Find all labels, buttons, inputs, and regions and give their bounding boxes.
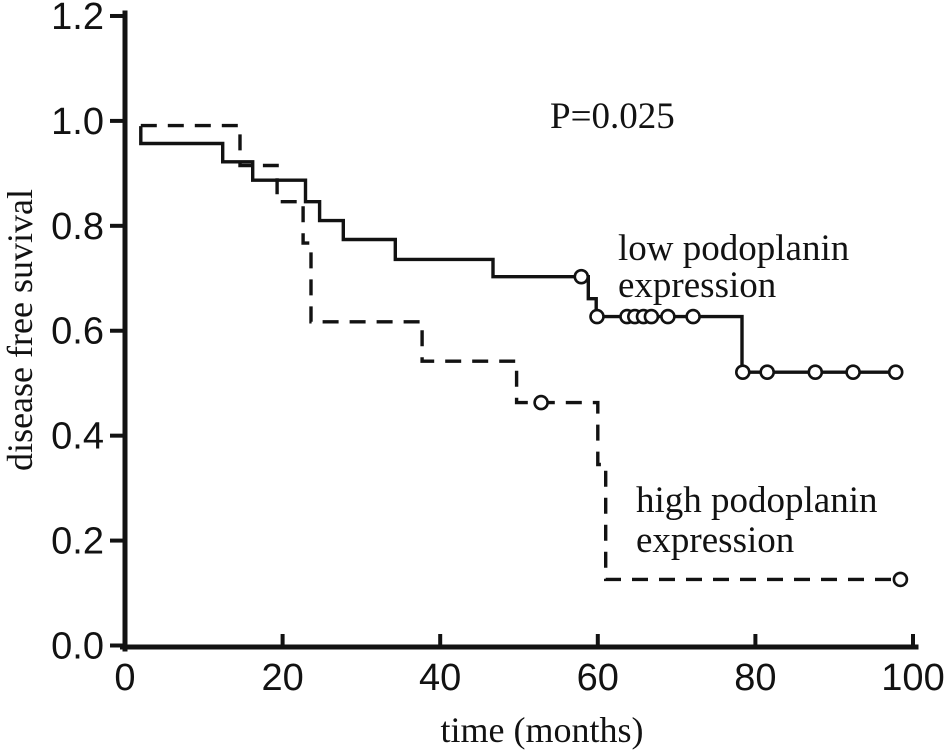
censor-mark-circle: [589, 308, 605, 325]
censor-mark-circle: [573, 268, 590, 285]
p-value-annotation: P=0.025: [550, 96, 675, 137]
censor-mark-circle: [807, 364, 824, 381]
low-expression-label-line2: expression: [618, 265, 776, 306]
censor-mark-circle: [892, 571, 909, 588]
censor-mark-circle: [734, 364, 751, 381]
y-tick-label: 0.4: [51, 416, 104, 458]
censor-mark-circle: [685, 308, 701, 325]
censor-mark-circle: [533, 394, 549, 411]
high-expression-label-line1: high podoplanin: [636, 480, 878, 521]
x-tick-label: 20: [261, 657, 303, 699]
censor-mark-circle: [845, 364, 861, 381]
censor-mark-circle: [660, 308, 676, 325]
axes-layer: 0.0 0.2 0.4 0.6 0.8 1.0 1.2 0 20 40 60 80 100: [51, 0, 945, 699]
x-axis-title: time (months): [441, 710, 644, 750]
high-expression-label-line2: expression: [636, 520, 794, 561]
x-tick-label: 60: [577, 657, 619, 699]
y-tick-label: 0.2: [51, 521, 104, 563]
dashed-survival-curve: [140, 123, 908, 582]
censor-mark-circle: [643, 308, 660, 325]
survival-curves-layer: [139, 123, 909, 588]
solid-survival-curve: [139, 126, 896, 374]
y-tick-label: 0.6: [51, 311, 104, 353]
censor-mark-circle: [887, 364, 904, 381]
y-tick-label: 1.2: [51, 0, 104, 38]
x-tick-label: 100: [881, 657, 944, 699]
censor-mark-circle: [759, 364, 776, 381]
x-tick-label: 40: [419, 657, 461, 699]
y-tick-label: 0.8: [51, 206, 104, 248]
low-expression-label-line1: low podoplanin: [618, 228, 849, 269]
y-tick-label: 1.0: [51, 101, 104, 143]
y-axis-title: disease free suvival: [0, 189, 40, 471]
x-tick-label: 80: [734, 657, 776, 699]
y-tick-label: 0.0: [51, 626, 104, 668]
x-tick-label: 0: [114, 657, 135, 699]
